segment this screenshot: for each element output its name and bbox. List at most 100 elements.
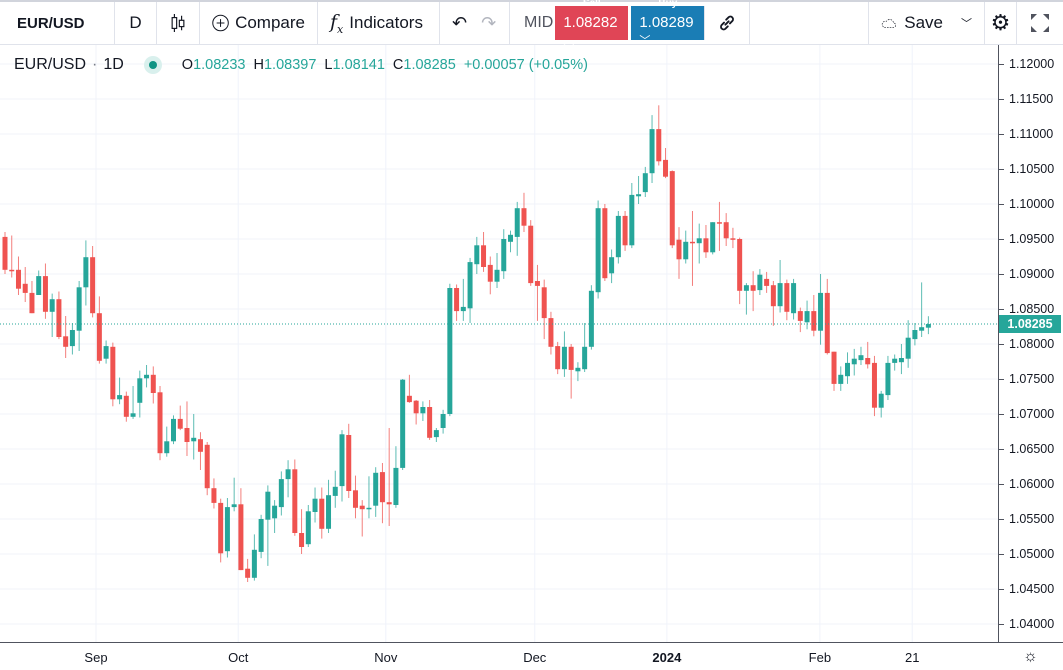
candle-up (69, 330, 75, 347)
candle-up (898, 358, 904, 363)
mid-label: MID (524, 14, 554, 31)
undo-icon[interactable]: ↶ (452, 12, 468, 33)
candle-up (366, 507, 372, 510)
plus-circle-icon (212, 14, 229, 32)
high-value: 1.08397 (263, 57, 317, 73)
candle-down (764, 278, 770, 286)
price-tick-label: 1.09000 (998, 267, 1055, 281)
ohlc-values: O1.08233 H1.08397 L1.08141 C1.08285 +0.0… (182, 57, 588, 73)
price-tick-label: 1.10500 (998, 162, 1055, 176)
price-tick-label: 1.06500 (998, 442, 1055, 456)
fullscreen-icon (1031, 14, 1049, 32)
candle-up (393, 467, 399, 505)
candle-down (42, 276, 48, 312)
candle-up (36, 276, 42, 295)
time-tick-label: 21 (904, 650, 920, 665)
candle-down (386, 502, 392, 505)
candle-down (150, 374, 156, 393)
chart-type-button[interactable] (157, 2, 200, 44)
candle-up (467, 262, 473, 309)
candle-down (204, 444, 210, 489)
candle-down (824, 292, 830, 354)
chevron-up-icon: ︿ (563, 34, 575, 47)
candle-down (319, 498, 325, 529)
candle-up (117, 395, 123, 400)
price-axis[interactable]: 1.12000 1.11500 1.11000 1.10500 1.10000 1.095… (998, 45, 1063, 642)
candle-up (258, 519, 264, 552)
candle-up (460, 306, 466, 312)
price-tick-label: 1.07500 (998, 372, 1055, 386)
candle-down (29, 292, 35, 314)
share-link-button[interactable] (705, 2, 751, 44)
candle-down (218, 502, 224, 554)
candle-down (454, 288, 460, 312)
candle-down (737, 239, 743, 291)
time-tick-label: Feb (808, 650, 832, 665)
low-value: 1.08141 (332, 57, 385, 73)
legend-separator: · (92, 56, 98, 73)
candle-down (22, 283, 28, 293)
interval-button[interactable]: D (115, 2, 157, 44)
candle-up (332, 486, 338, 496)
candle-up (636, 194, 642, 197)
sell-button[interactable]: Sell 1.08282 ︿ (555, 0, 629, 47)
time-tick-label: Nov (374, 650, 398, 665)
candle-down (96, 313, 102, 361)
symbol-search-button[interactable]: EUR/USD (0, 2, 115, 44)
candle-down (299, 533, 305, 547)
sun-settings-icon: ☼ (1023, 647, 1038, 665)
candle-up (595, 208, 601, 293)
candle-down (123, 395, 129, 417)
candle-down (521, 208, 527, 226)
candle-up (609, 257, 615, 274)
axis-settings-button[interactable]: ☼ (998, 642, 1063, 670)
candle-down (831, 351, 837, 384)
candle-down (352, 490, 358, 508)
candle-up (49, 299, 55, 312)
candle-down (413, 400, 419, 414)
candle-up (642, 173, 648, 193)
settings-button[interactable]: ⚙ (985, 2, 1017, 44)
chart-legend: EUR/USD · 1D O1.08233 H1.08397 L1.08141 … (14, 56, 588, 74)
candle-down (406, 395, 412, 403)
candle-up (494, 269, 500, 282)
candle-down (703, 238, 709, 253)
compare-button[interactable]: Compare (200, 2, 318, 44)
candle-down (865, 358, 871, 365)
function-icon: fx (330, 10, 344, 36)
gear-icon: ⚙ (990, 10, 1011, 35)
candlestick-chart[interactable] (0, 45, 998, 642)
legend-symbol: EUR/USD (14, 56, 87, 73)
candle-up (373, 472, 379, 506)
candle-up (224, 507, 230, 552)
candle-up (83, 257, 89, 288)
candle-up (757, 274, 763, 291)
candle-down (238, 504, 244, 571)
candle-down (110, 346, 116, 400)
time-tick-label: Oct (228, 650, 249, 665)
price-tick-label: 1.05500 (998, 512, 1055, 526)
buy-button[interactable]: Buy 1.08289 ﹀ (631, 0, 706, 47)
indicators-button[interactable]: fx Indicators (318, 2, 440, 44)
candle-up (508, 234, 513, 242)
candle-up (649, 129, 655, 174)
candle-up (710, 222, 716, 253)
candle-up (561, 346, 567, 370)
fullscreen-button[interactable] (1017, 2, 1063, 44)
candle-down (723, 222, 729, 239)
candle-down (63, 336, 69, 347)
market-status-icon[interactable] (143, 56, 162, 74)
time-axis[interactable]: Sep Oct Nov Dec 2024 Feb 21 (0, 642, 998, 670)
candle-up (696, 238, 702, 244)
redo-icon[interactable]: ↷ (481, 12, 497, 33)
candle-up (447, 288, 453, 414)
undo-redo-group: ↶ ↷ (440, 2, 510, 44)
candle-down (9, 269, 15, 272)
close-label: C (392, 57, 404, 73)
candle-up (575, 367, 581, 372)
close-value: 1.08285 (403, 57, 456, 73)
candle-up (312, 498, 318, 512)
candle-down (90, 257, 96, 314)
price-tick-label: 1.12000 (998, 57, 1055, 71)
save-button[interactable]: Save ﹀ (869, 2, 985, 44)
